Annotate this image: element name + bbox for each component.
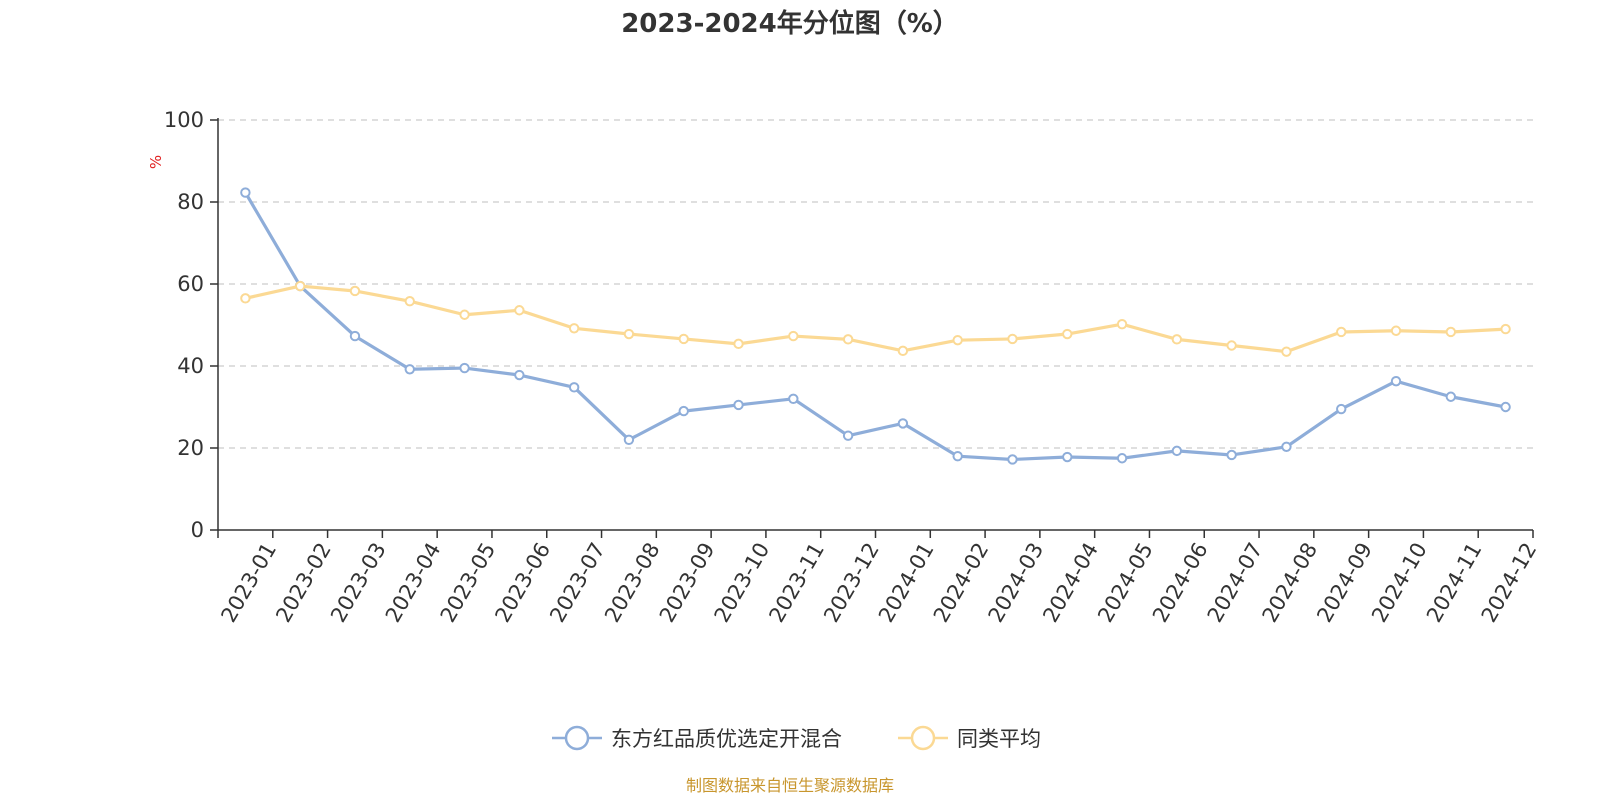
- data-point[interactable]: [1281, 346, 1292, 357]
- y-tick-label: 20: [177, 436, 204, 460]
- y-tick-label: 60: [177, 272, 204, 296]
- data-point[interactable]: [1500, 323, 1511, 335]
- legend-item-0[interactable]: 东方红品质优选定开混合: [552, 725, 842, 751]
- data-point[interactable]: [952, 451, 963, 462]
- data-point[interactable]: [514, 305, 525, 316]
- data-point[interactable]: [788, 330, 799, 342]
- data-point[interactable]: [1226, 449, 1237, 461]
- y-axis-unit: %: [147, 155, 165, 169]
- data-point[interactable]: [459, 362, 470, 374]
- data-point[interactable]: [1062, 451, 1073, 463]
- data-point[interactable]: [897, 345, 909, 357]
- data-point[interactable]: [678, 405, 689, 417]
- data-point[interactable]: [733, 338, 744, 350]
- x-tick-label: 2024-12: [1477, 539, 1542, 627]
- chart-title: 2023-2024年分位图（%）: [621, 8, 959, 39]
- data-point[interactable]: [678, 333, 689, 345]
- data-point[interactable]: [1336, 403, 1347, 415]
- data-point[interactable]: [623, 328, 635, 340]
- data-point[interactable]: [1281, 441, 1292, 452]
- data-point[interactable]: [294, 280, 306, 292]
- y-tick-label: 80: [177, 190, 204, 214]
- series-line: [244, 191, 1506, 462]
- data-point[interactable]: [1171, 334, 1183, 345]
- data-point[interactable]: [897, 418, 909, 429]
- data-point[interactable]: [514, 369, 525, 381]
- data-point[interactable]: [568, 323, 580, 334]
- data-point[interactable]: [1062, 328, 1073, 340]
- grid-lines: [218, 119, 1533, 449]
- data-point[interactable]: [842, 430, 854, 441]
- legend-label: 同类平均: [957, 727, 1041, 751]
- data-point[interactable]: [788, 393, 799, 404]
- data-point[interactable]: [1390, 375, 1402, 387]
- data-point[interactable]: [1445, 326, 1457, 338]
- data-point[interactable]: [1445, 391, 1457, 402]
- data-point[interactable]: [1390, 325, 1402, 336]
- data-point[interactable]: [952, 334, 963, 346]
- data-point[interactable]: [623, 434, 635, 445]
- data-point[interactable]: [1226, 340, 1237, 351]
- legend-item-1[interactable]: 同类平均: [898, 725, 1041, 751]
- data-point[interactable]: [1116, 453, 1128, 464]
- data-point[interactable]: [1336, 326, 1347, 338]
- data-point[interactable]: [1116, 318, 1128, 330]
- series-line: [245, 284, 1506, 354]
- data-point[interactable]: [1007, 454, 1018, 465]
- data-point[interactable]: [349, 330, 361, 342]
- axes: 0204060801002023-012023-022023-032023-04…: [164, 108, 1541, 626]
- legend-circle-icon: [910, 725, 936, 751]
- data-point[interactable]: [733, 399, 744, 411]
- y-tick-label: 0: [191, 518, 204, 542]
- data-point[interactable]: [459, 309, 470, 320]
- legend: 东方红品质优选定开混合 同类平均: [552, 725, 1041, 751]
- data-point[interactable]: [1500, 401, 1511, 413]
- data-point[interactable]: [240, 293, 251, 304]
- series-0: [240, 187, 1511, 465]
- data-point[interactable]: [240, 187, 251, 198]
- data-point[interactable]: [1007, 333, 1018, 345]
- data-point[interactable]: [842, 334, 854, 345]
- series-1: [240, 280, 1511, 357]
- data-point[interactable]: [404, 364, 415, 375]
- y-tick-label: 100: [164, 108, 204, 132]
- legend-circle-icon: [564, 725, 590, 751]
- data-point[interactable]: [349, 285, 361, 297]
- y-tick-label: 40: [177, 354, 204, 378]
- legend-label: 东方红品质优选定开混合: [611, 727, 842, 751]
- data-point[interactable]: [568, 382, 580, 393]
- series-lines: [240, 187, 1511, 465]
- data-point[interactable]: [404, 296, 415, 307]
- source-note: 制图数据来自恒生聚源数据库: [686, 776, 894, 795]
- data-point[interactable]: [1171, 445, 1183, 457]
